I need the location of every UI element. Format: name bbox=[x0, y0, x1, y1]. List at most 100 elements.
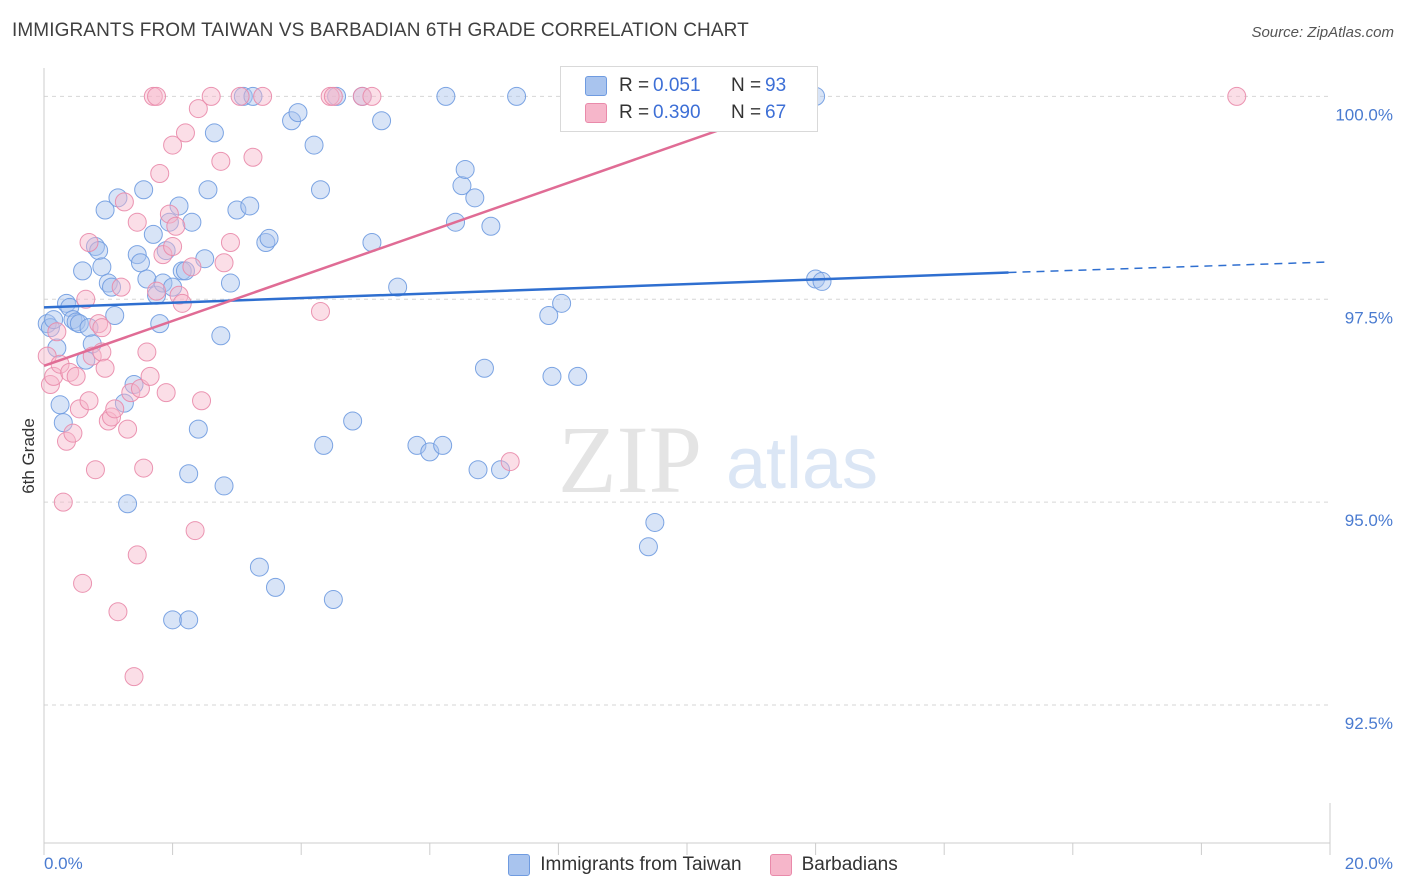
y-tick-label: 92.5% bbox=[1345, 714, 1393, 733]
bottom-legend-label: Immigrants from Taiwan bbox=[540, 854, 742, 875]
y-tick-label: 95.0% bbox=[1345, 511, 1393, 530]
watermark-atlas: atlas bbox=[726, 424, 878, 504]
data-point bbox=[288, 103, 308, 123]
data-point bbox=[92, 257, 112, 277]
data-point bbox=[89, 241, 109, 261]
legend-swatch-blue bbox=[585, 76, 607, 96]
legend-r-label: R = bbox=[619, 75, 650, 96]
data-point bbox=[147, 281, 167, 301]
trend-line-taiwan bbox=[43, 271, 1009, 309]
data-point bbox=[230, 86, 250, 106]
data-point bbox=[182, 257, 202, 277]
data-point bbox=[188, 99, 208, 119]
data-point bbox=[388, 277, 408, 297]
data-point bbox=[118, 494, 138, 514]
data-point bbox=[63, 423, 83, 443]
bottom-legend-swatch-pink bbox=[769, 854, 792, 876]
data-point bbox=[53, 413, 73, 433]
data-point bbox=[95, 200, 115, 220]
x-tick-label-min: 0.0% bbox=[44, 854, 83, 873]
data-point bbox=[452, 176, 472, 196]
data-point bbox=[69, 399, 89, 419]
data-point bbox=[507, 86, 527, 106]
legend-row-barbadians: R = 0.390 N = 67 bbox=[585, 100, 786, 126]
data-point bbox=[539, 306, 559, 326]
data-point bbox=[79, 391, 99, 411]
data-point bbox=[220, 273, 240, 293]
trend-lines bbox=[43, 95, 1331, 368]
data-point bbox=[47, 338, 67, 358]
source-label: Source: ZipAtlas.com bbox=[1251, 24, 1394, 41]
data-point bbox=[114, 393, 134, 413]
data-point bbox=[188, 419, 208, 439]
series-taiwan-points bbox=[37, 86, 832, 630]
x-ticks bbox=[43, 803, 1331, 855]
data-point bbox=[249, 557, 269, 577]
data-point bbox=[179, 464, 199, 484]
watermark: ZIP atlas bbox=[558, 406, 878, 513]
data-point bbox=[323, 86, 343, 106]
data-point bbox=[130, 253, 150, 273]
data-point bbox=[163, 277, 183, 297]
data-point bbox=[638, 537, 658, 557]
bottom-legend-swatch-blue bbox=[508, 854, 531, 876]
x-tick-label-max: 20.0% bbox=[1345, 854, 1393, 873]
data-point bbox=[304, 135, 324, 155]
data-point bbox=[204, 123, 224, 143]
legend-row-taiwan: R = 0.051 N = 93 bbox=[585, 73, 786, 99]
data-point bbox=[372, 111, 392, 131]
y-tick-label: 97.5% bbox=[1345, 308, 1393, 327]
data-point bbox=[481, 216, 501, 236]
data-point bbox=[140, 366, 160, 386]
data-point bbox=[198, 180, 218, 200]
data-point bbox=[150, 163, 170, 183]
data-point bbox=[500, 452, 520, 472]
data-point bbox=[47, 322, 67, 342]
data-point bbox=[343, 411, 363, 431]
trend-line-barbadians bbox=[43, 95, 817, 368]
data-point bbox=[465, 188, 485, 208]
data-point bbox=[491, 460, 511, 480]
data-point bbox=[211, 326, 231, 346]
data-point bbox=[201, 86, 221, 106]
series-barbadians-points bbox=[37, 86, 1247, 687]
data-point bbox=[265, 577, 285, 597]
data-point bbox=[163, 135, 183, 155]
data-point bbox=[227, 200, 247, 220]
data-point bbox=[163, 237, 183, 257]
data-point bbox=[66, 312, 86, 332]
data-point bbox=[433, 435, 453, 455]
data-point bbox=[568, 366, 588, 386]
bottom-legend-label: Barbadians bbox=[801, 854, 898, 875]
data-point bbox=[474, 358, 494, 378]
data-point bbox=[1227, 86, 1247, 106]
trend-line-taiwan-extension bbox=[1008, 261, 1331, 274]
data-point bbox=[436, 86, 456, 106]
data-point bbox=[69, 314, 89, 334]
data-point bbox=[114, 192, 134, 212]
data-point bbox=[259, 228, 279, 248]
data-point bbox=[153, 245, 173, 265]
data-point bbox=[362, 86, 382, 106]
gridlines bbox=[44, 95, 1330, 706]
data-point bbox=[102, 277, 122, 297]
legend-r-value: 0.390 bbox=[653, 102, 701, 123]
data-point bbox=[310, 180, 330, 200]
data-point bbox=[79, 232, 99, 252]
data-point bbox=[85, 460, 105, 480]
data-point bbox=[137, 342, 157, 362]
data-point bbox=[50, 395, 70, 415]
data-point bbox=[124, 667, 144, 687]
legend-n-value: 93 bbox=[765, 75, 787, 96]
data-point bbox=[220, 232, 240, 252]
data-point bbox=[73, 261, 93, 281]
data-point bbox=[179, 610, 199, 630]
legend-box: R = 0.051 N = 93 R = 0.390 N = 67 bbox=[560, 66, 818, 132]
data-point bbox=[134, 458, 154, 478]
data-point bbox=[127, 545, 147, 565]
watermark-zip: ZIP bbox=[558, 406, 702, 513]
data-point bbox=[542, 366, 562, 386]
data-point bbox=[105, 306, 125, 326]
data-point bbox=[134, 180, 154, 200]
data-point bbox=[108, 602, 128, 622]
